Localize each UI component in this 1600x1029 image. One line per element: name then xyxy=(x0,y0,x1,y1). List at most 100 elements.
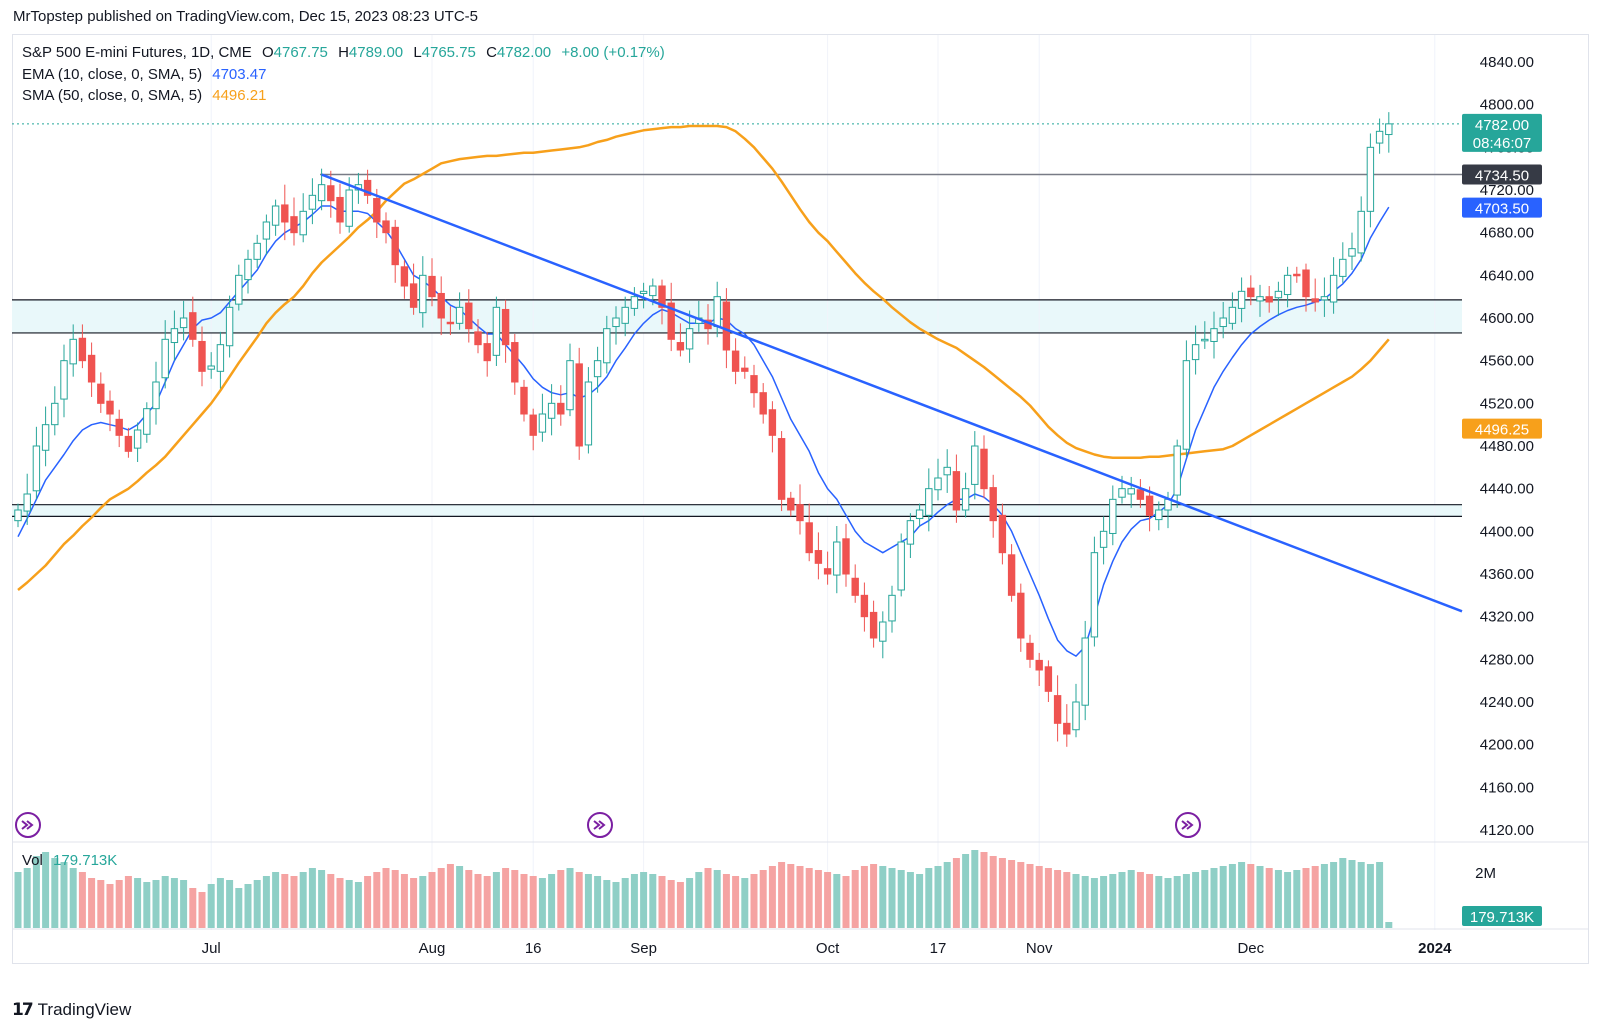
horizontal-levels[interactable] xyxy=(12,123,1462,518)
volume-bar xyxy=(649,874,657,928)
volume-bar xyxy=(14,872,22,928)
support-zone xyxy=(12,504,1462,517)
legend-open-label: O xyxy=(261,44,274,61)
candle-body xyxy=(1237,290,1246,309)
candle-body xyxy=(1044,666,1053,692)
candle xyxy=(980,435,988,499)
candle-body xyxy=(952,471,961,511)
volume-bar xyxy=(1127,870,1135,928)
candle xyxy=(1311,278,1319,312)
y-tick-label: 4840.00 xyxy=(1480,54,1534,71)
event-markers[interactable] xyxy=(15,812,1201,838)
candle xyxy=(1053,675,1062,742)
level-badge: 4734.50 xyxy=(1462,164,1542,185)
candle xyxy=(777,431,786,512)
volume-bar xyxy=(327,874,335,928)
candle-body xyxy=(244,258,252,281)
footer-branding[interactable]: 𝟭𝟳 TradingView xyxy=(12,1000,131,1020)
y-tick-label: 4240.00 xyxy=(1480,694,1534,711)
candle xyxy=(373,188,381,238)
candle xyxy=(1348,232,1356,270)
volume-bar xyxy=(1228,864,1236,928)
candle xyxy=(879,611,887,659)
candle xyxy=(1283,266,1292,308)
legend-high: 4789.00 xyxy=(348,44,404,61)
candle xyxy=(1228,292,1237,330)
candle-body xyxy=(225,306,234,347)
volume-bar xyxy=(584,874,592,928)
candle xyxy=(115,409,123,448)
y-tick-label: 4600.00 xyxy=(1480,310,1534,327)
chart-frame[interactable] xyxy=(12,34,1589,964)
candle-body xyxy=(925,488,933,516)
x-tick-label: 17 xyxy=(930,940,947,957)
candle xyxy=(216,331,225,389)
candle-body xyxy=(750,375,758,394)
candle-body xyxy=(943,466,951,476)
candle xyxy=(1072,683,1080,738)
sma-badge: 4496.25 xyxy=(1462,418,1542,439)
volume-bar xyxy=(51,858,59,928)
candle xyxy=(465,289,473,343)
candle-body xyxy=(538,413,547,433)
candle-body xyxy=(787,497,795,511)
candle xyxy=(630,287,639,316)
price-axis[interactable]: 4840.004800.004760.004720.004680.004640.… xyxy=(1475,54,1534,882)
candle-body xyxy=(1201,338,1209,342)
candle xyxy=(529,408,537,451)
candle xyxy=(1201,321,1209,349)
candle xyxy=(1182,340,1191,457)
candle-body xyxy=(612,317,620,328)
y-tick-label: 4320.00 xyxy=(1480,609,1534,626)
candle xyxy=(1173,439,1181,508)
candle-body xyxy=(290,216,298,234)
candle-body xyxy=(428,275,436,298)
candle-body xyxy=(1329,274,1338,303)
volume-bar xyxy=(1385,922,1393,928)
volume-bar xyxy=(78,872,86,928)
candle-body xyxy=(1191,344,1200,361)
candle-body xyxy=(796,504,804,522)
volume-bar xyxy=(97,880,105,928)
candle xyxy=(575,347,583,460)
candle-body xyxy=(998,514,1007,554)
candle-body xyxy=(400,266,409,287)
candle xyxy=(1339,242,1347,283)
volume-bar xyxy=(1164,878,1172,928)
volume-bar xyxy=(759,870,767,928)
candle xyxy=(382,212,390,244)
volume-bar xyxy=(897,870,905,928)
volume-bar xyxy=(971,850,979,928)
volume-bar xyxy=(207,884,215,928)
candle-body xyxy=(1164,498,1172,511)
trendline[interactable] xyxy=(321,173,1463,613)
candle xyxy=(823,551,832,585)
volume-bar xyxy=(870,864,878,928)
candle xyxy=(1155,501,1163,531)
y-tick-label: 4560.00 xyxy=(1480,353,1534,370)
candle-body xyxy=(980,448,988,490)
candle xyxy=(906,513,915,558)
volume-bar xyxy=(382,868,390,928)
candle-body xyxy=(833,541,841,576)
volume-bar xyxy=(354,882,362,928)
candle xyxy=(1293,266,1301,283)
volume-bar xyxy=(695,872,703,928)
candle-body xyxy=(124,435,133,452)
time-axis[interactable]: Jul Aug 16 Sep Oct 17 Nov Dec 2024 xyxy=(202,940,1453,957)
candle-body xyxy=(1007,554,1016,596)
volume-bar xyxy=(594,876,602,928)
candle-body xyxy=(170,328,179,344)
sma-line xyxy=(17,124,1390,591)
candle xyxy=(842,523,850,587)
candle xyxy=(869,600,878,648)
volume-bar xyxy=(483,876,491,928)
volume-bar xyxy=(152,880,160,928)
event-marker-arrows xyxy=(1181,820,1194,830)
candle xyxy=(446,306,455,336)
candle-body xyxy=(759,392,767,415)
volume-bar xyxy=(787,864,795,928)
volume-bar xyxy=(198,892,206,928)
